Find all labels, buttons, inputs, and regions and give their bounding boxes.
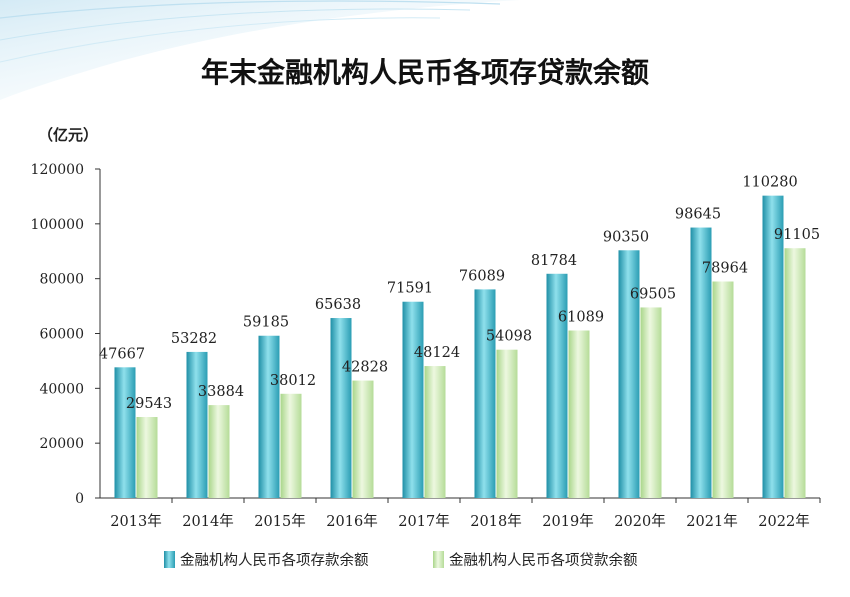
x-tick-label: 2021年	[686, 513, 737, 530]
data-label-loan: 29543	[126, 396, 172, 412]
y-tick-label: 120000	[31, 162, 84, 178]
bar-deposit	[690, 227, 712, 499]
y-tick-label: 0	[75, 491, 84, 507]
data-labels: 47667 29543 53282 33884 59185 38012 65638 42828…	[99, 175, 820, 412]
data-label-deposit: 81784	[531, 253, 577, 269]
x-tick-label: 2018年	[470, 513, 521, 530]
legend-label-loan: 金融机构人民币各项贷款余额	[449, 551, 638, 569]
y-tick-label: 20000	[39, 436, 84, 452]
bar-deposit	[618, 250, 640, 498]
data-label-deposit: 90350	[603, 229, 649, 245]
data-label-loan: 48124	[414, 345, 460, 361]
y-tick-label: 80000	[39, 272, 84, 288]
legend-swatch-loan	[433, 551, 444, 568]
bar-loan	[352, 380, 374, 498]
bar-deposit	[186, 351, 208, 498]
data-label-loan: 91105	[774, 227, 820, 243]
data-label-loan: 69505	[630, 286, 676, 302]
data-label-deposit: 110280	[742, 175, 797, 191]
data-label-loan: 54098	[486, 329, 532, 345]
bar-loan	[568, 330, 590, 498]
y-tick-label: 40000	[39, 381, 84, 397]
bar-loan	[280, 393, 302, 498]
bar-loan	[784, 248, 806, 498]
data-label-loan: 78964	[702, 261, 748, 277]
y-tick-label: 60000	[39, 327, 84, 343]
data-label-loan: 61089	[558, 310, 604, 326]
x-axis-labels: 2013年 2014年 2015年 2016年 2017年 2018年 2019年 2020年…	[110, 498, 821, 530]
bar-loan	[208, 405, 230, 498]
chart-title: 年末金融机构人民币各项存贷款余额	[201, 56, 649, 89]
bar-deposit	[258, 335, 280, 498]
bar-loan	[640, 307, 662, 498]
bar-deposit	[546, 273, 568, 498]
bar-deposit	[402, 301, 424, 498]
bar-deposit	[114, 367, 136, 498]
data-label-deposit: 98645	[675, 207, 721, 223]
y-tick-label: 100000	[31, 217, 84, 233]
decorative-swirl	[0, 0, 520, 100]
bar-loan	[136, 417, 158, 498]
legend-label-deposit: 金融机构人民币各项存款余额	[180, 551, 369, 569]
legend: 金融机构人民币各项存款余额 金融机构人民币各项贷款余额	[164, 551, 638, 569]
x-tick-label: 2022年	[758, 513, 809, 530]
x-tick-label: 2020年	[614, 513, 665, 530]
bars	[114, 195, 806, 499]
data-label-deposit: 47667	[99, 346, 145, 362]
x-tick-label: 2019年	[542, 513, 593, 530]
x-tick-label: 2017年	[398, 513, 449, 530]
legend-swatch-deposit	[164, 551, 175, 568]
bar-deposit	[330, 318, 352, 498]
y-axis-ticks: 0 20000 40000 60000 80000 100000 120000	[31, 162, 100, 507]
x-tick-label: 2014年	[182, 513, 233, 530]
data-label-deposit: 71591	[387, 281, 433, 297]
bar-loan	[496, 349, 518, 498]
data-label-loan: 33884	[198, 384, 244, 400]
data-label-deposit: 65638	[315, 297, 361, 313]
data-label-deposit: 59185	[243, 315, 289, 331]
data-label-deposit: 53282	[171, 331, 217, 347]
x-tick-label: 2015年	[254, 513, 305, 530]
data-label-loan: 38012	[270, 373, 316, 389]
bar-deposit	[762, 195, 784, 499]
bar-loan	[712, 281, 734, 498]
bar-loan	[424, 366, 446, 498]
data-label-loan: 42828	[342, 360, 388, 376]
y-axis-unit-label: （亿元）	[38, 126, 98, 144]
bar-deposit	[474, 289, 496, 498]
data-label-deposit: 76089	[459, 268, 505, 284]
x-tick-label: 2016年	[326, 513, 377, 530]
x-tick-label: 2013年	[110, 513, 161, 530]
